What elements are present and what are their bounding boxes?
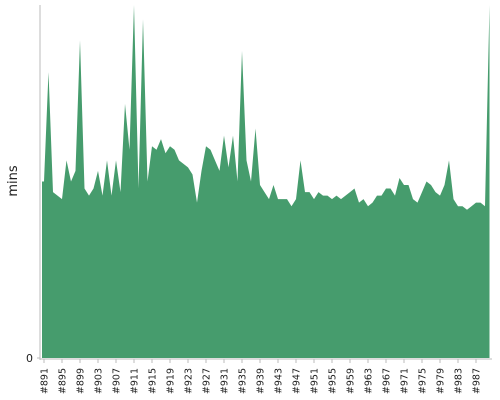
y-axis-label: mins — [6, 165, 21, 197]
x-tick-label: #951 — [310, 368, 321, 394]
x-tick-label: #923 — [184, 368, 195, 394]
x-tick-label: #987 — [472, 368, 483, 394]
x-tick-label: #903 — [94, 368, 105, 394]
x-tick-label: #975 — [418, 368, 429, 394]
x-tick-label: #919 — [166, 368, 177, 394]
x-tick-label: #955 — [328, 368, 339, 394]
x-tick-label: #895 — [58, 368, 69, 394]
x-tick-label: #891 — [40, 368, 51, 394]
x-tick-label: #915 — [148, 368, 159, 394]
x-tick-label: #947 — [292, 368, 303, 394]
x-tick-label: #963 — [364, 368, 375, 394]
x-tick-label: #943 — [274, 368, 285, 394]
area — [42, 5, 490, 358]
x-tick-label: #927 — [202, 368, 213, 394]
x-tick-label: #979 — [436, 368, 447, 394]
x-tick-label: #967 — [382, 368, 393, 394]
x-tick-label: #959 — [346, 368, 357, 394]
x-tick-label: #935 — [238, 368, 249, 394]
y-tick-label: 0 — [26, 352, 33, 365]
x-tick-label: #939 — [256, 368, 267, 394]
x-tick-label: #971 — [400, 368, 411, 394]
x-tick-label: #983 — [454, 368, 465, 394]
x-tick-label: #899 — [76, 368, 87, 394]
x-tick-label: #911 — [130, 368, 141, 394]
x-tick-label: #931 — [220, 368, 231, 394]
x-tick-label: #907 — [112, 368, 123, 394]
